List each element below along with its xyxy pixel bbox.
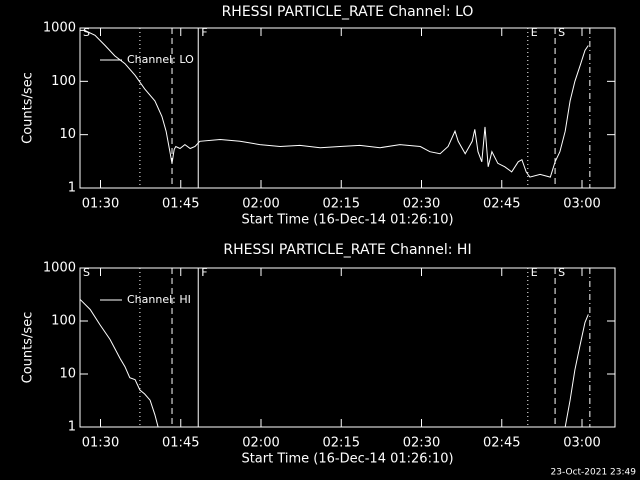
- x-axis-label: Start Time (16-Dec-14 01:26:10): [241, 213, 453, 228]
- legend-label: Channel: LO: [127, 53, 194, 66]
- y-tick-label: 100: [51, 314, 76, 329]
- event-label: E: [531, 26, 538, 39]
- event-label: S: [83, 26, 90, 39]
- y-axis-label: Counts/sec: [21, 72, 36, 144]
- x-tick-label: 02:30: [403, 436, 440, 451]
- x-axis-label: Start Time (16-Dec-14 01:26:10): [241, 452, 453, 467]
- plot-frame: [79, 267, 616, 428]
- chart-title: RHESSI PARTICLE_RATE Channel: HI: [223, 242, 471, 258]
- x-tick-label: 03:00: [563, 436, 600, 451]
- x-tick-label: 03:00: [563, 197, 600, 212]
- y-tick-label: 1000: [43, 21, 76, 36]
- event-label: E: [531, 266, 538, 279]
- event-label: S: [83, 266, 90, 279]
- y-tick-label: 1: [68, 420, 76, 435]
- x-tick-label: 02:45: [483, 436, 520, 451]
- x-tick-label: 01:30: [82, 436, 119, 451]
- event-label: F: [201, 266, 207, 279]
- legend-label: Channel: HI: [127, 293, 191, 306]
- y-tick-label: 100: [51, 74, 76, 89]
- event-label: F: [201, 26, 207, 39]
- y-axis-label: Counts/sec: [21, 312, 36, 384]
- x-tick-label: 02:00: [242, 436, 279, 451]
- chart-title: RHESSI PARTICLE_RATE Channel: LO: [222, 4, 474, 20]
- x-tick-label: 02:15: [323, 197, 360, 212]
- x-tick-label: 02:15: [323, 436, 360, 451]
- x-tick-label: 02:45: [483, 197, 520, 212]
- data-line: [80, 29, 589, 178]
- y-tick-label: 10: [59, 127, 76, 142]
- x-tick-label: 02:30: [403, 197, 440, 212]
- x-tick-label: 01:45: [162, 436, 199, 451]
- y-tick-label: 1000: [43, 261, 76, 276]
- event-label: S: [558, 266, 565, 279]
- y-tick-label: 1: [68, 181, 76, 196]
- data-line: [79, 298, 589, 428]
- timestamp: 23-Oct-2021 23:49: [551, 468, 637, 478]
- plot-frame: [79, 27, 616, 189]
- event-label: S: [558, 26, 565, 39]
- x-tick-label: 02:00: [242, 197, 279, 212]
- x-tick-label: 01:45: [162, 197, 199, 212]
- x-tick-label: 01:30: [82, 197, 119, 212]
- y-tick-label: 10: [59, 367, 76, 382]
